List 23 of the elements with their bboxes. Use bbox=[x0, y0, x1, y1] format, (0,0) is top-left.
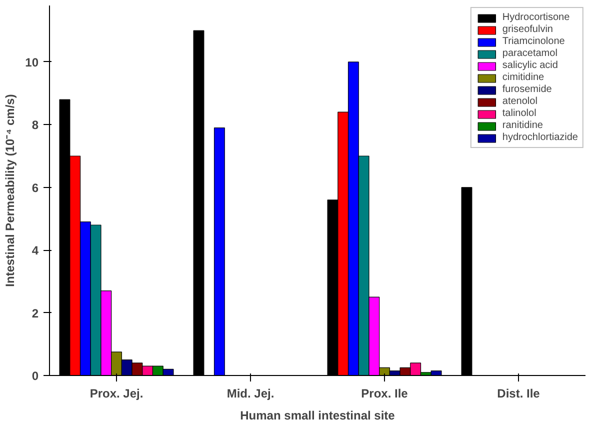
x-tick-label: Mid. Jej. bbox=[226, 386, 274, 400]
x-tick-label: Dist. Ile bbox=[497, 386, 540, 400]
x-tick-label: Prox. Jej. bbox=[90, 386, 144, 400]
y-tick-label: 4 bbox=[32, 244, 39, 258]
legend-label: hydrochlortiazide bbox=[502, 132, 578, 143]
legend-label: paracetamol bbox=[502, 48, 558, 59]
y-tick-label: 2 bbox=[32, 306, 39, 320]
legend-label: Triamcinolone bbox=[502, 36, 565, 47]
x-axis-title: Human small intestinal site bbox=[240, 408, 396, 422]
y-axis-title: Intestinal Permeability (10⁻⁴ cm/s) bbox=[3, 94, 18, 287]
y-tick-label: 6 bbox=[32, 180, 39, 195]
y-tick-label: 0 bbox=[32, 369, 39, 383]
legend-label: cimitidine bbox=[502, 72, 544, 83]
legend-label: ranitidine bbox=[502, 120, 543, 131]
y-tick-label: 10 bbox=[25, 55, 39, 70]
legend-label: Hydrocortisone bbox=[502, 12, 570, 23]
legend-label: griseofulvin bbox=[502, 24, 553, 35]
legend-label: furosemide bbox=[502, 84, 552, 95]
y-tick-label: 8 bbox=[32, 118, 39, 132]
x-tick-label: Prox. Ile bbox=[361, 386, 408, 400]
legend-label: salicylic acid bbox=[502, 60, 558, 71]
legend-label: talinolol bbox=[502, 108, 536, 119]
legend-label: atenolol bbox=[502, 96, 538, 107]
